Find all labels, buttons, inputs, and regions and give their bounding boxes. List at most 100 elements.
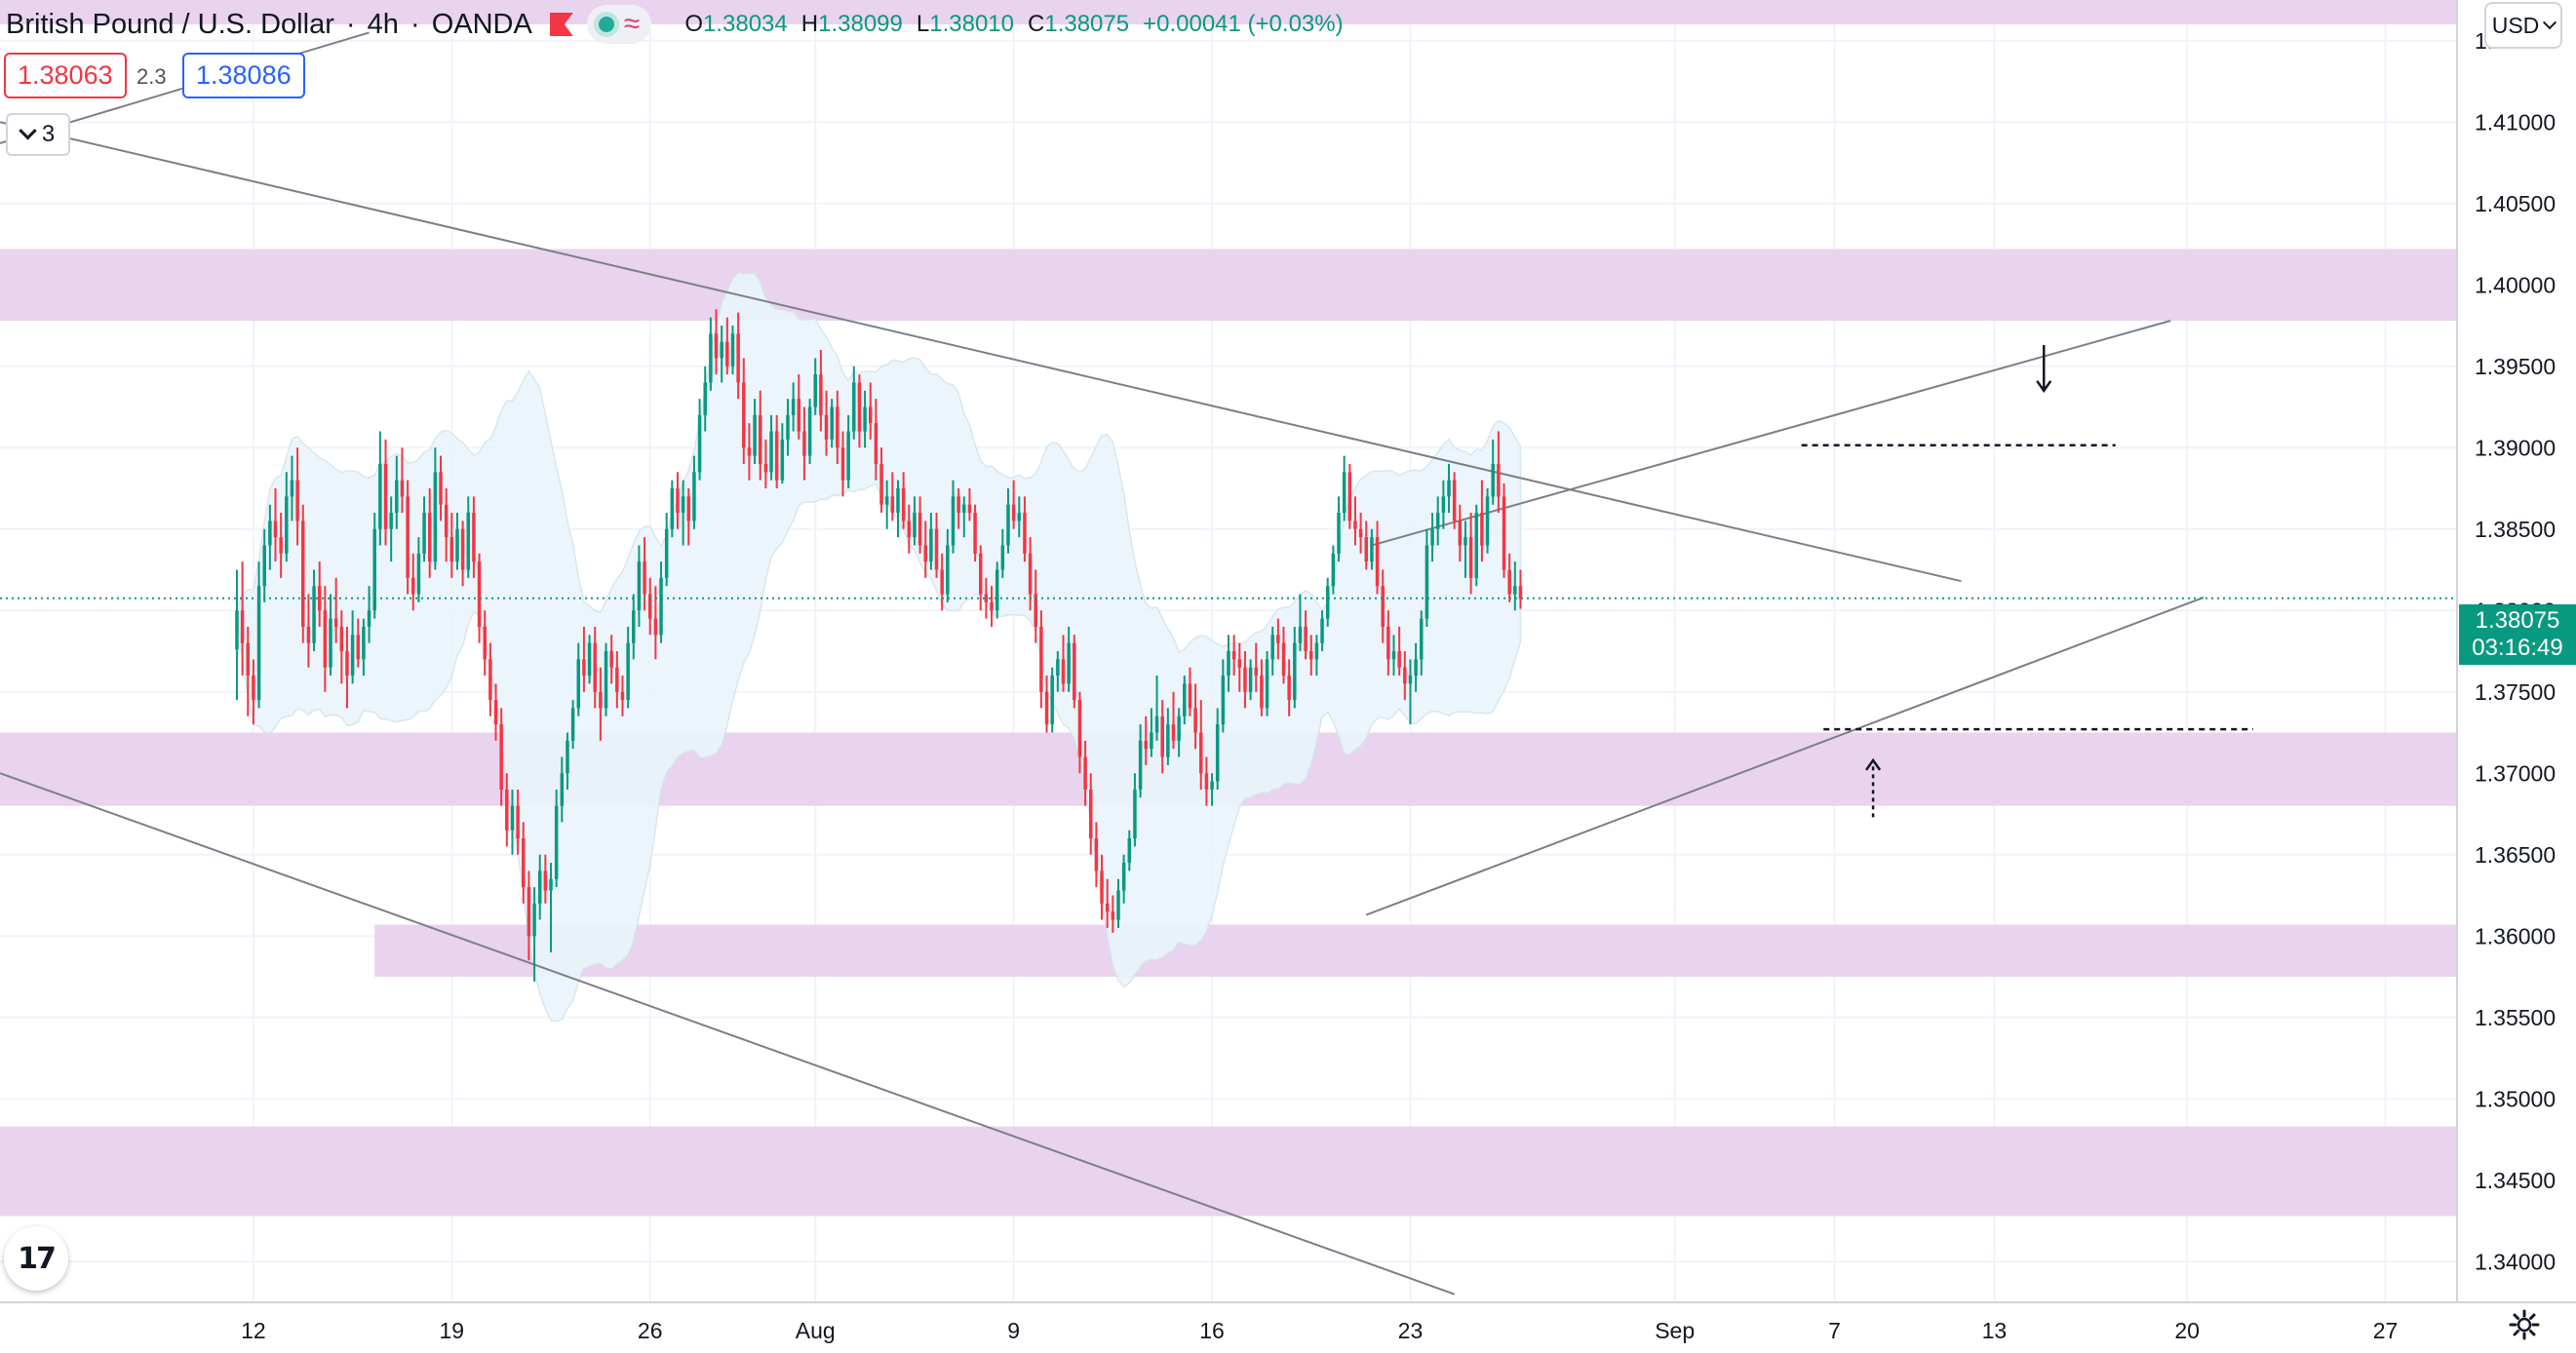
high-value: 1.38099: [818, 11, 903, 37]
candle-body: [1067, 642, 1071, 684]
candle-body: [769, 431, 773, 473]
ohlc-values: O1.38034 H1.38099 L1.38010 C1.38075 +0.0…: [684, 11, 1343, 38]
candle-body: [1204, 773, 1209, 790]
price-tick-label: 1.35000: [2475, 1086, 2556, 1111]
candle-body: [1188, 683, 1192, 709]
candle-body: [1083, 756, 1087, 790]
candle-body: [962, 504, 966, 514]
candle-body: [422, 513, 426, 554]
candle-body: [758, 414, 762, 464]
buy-price: 1.38086: [182, 53, 305, 98]
candle-body: [879, 463, 883, 505]
candle-body: [1353, 521, 1357, 529]
candle-body: [1144, 740, 1148, 750]
flag-icon[interactable]: [549, 13, 573, 36]
price-tick-label: 1.34000: [2475, 1249, 2556, 1274]
candle-body: [356, 635, 361, 660]
close-label: C: [1028, 11, 1045, 37]
candle-body: [1121, 863, 1126, 891]
status-pill[interactable]: ≈: [586, 5, 652, 44]
price-tick-label: 1.39000: [2475, 435, 2556, 460]
candle-body: [664, 528, 669, 578]
candle-body: [1281, 642, 1286, 676]
settings-gear-icon[interactable]: [2508, 1308, 2541, 1341]
candle-body: [549, 878, 553, 891]
symbol-title[interactable]: British Pound / U.S. Dollar · 4h · OANDA: [6, 8, 532, 40]
candle-body: [1183, 683, 1187, 716]
price-tick-label: 1.39500: [2475, 354, 2556, 379]
candle-body: [499, 724, 503, 790]
candle-body: [1000, 545, 1005, 570]
candle-body: [312, 586, 316, 643]
candle-body: [1088, 789, 1093, 839]
candle-body: [940, 569, 944, 595]
candle-body: [626, 642, 630, 701]
candle-body: [730, 333, 735, 367]
annotations: [0, 345, 2457, 818]
price-tick-label: 1.37500: [2475, 679, 2556, 705]
indicators-toggle-button[interactable]: 3: [6, 113, 70, 156]
candle-body: [1265, 659, 1269, 709]
time-tick-label: 16: [1199, 1318, 1225, 1343]
candle-body: [951, 496, 956, 546]
candle-body: [1397, 651, 1401, 668]
candle-body: [1270, 635, 1274, 660]
candle-body: [901, 488, 906, 522]
candle-body: [1133, 789, 1137, 839]
candle-body: [1254, 667, 1259, 676]
candle-body: [576, 659, 581, 709]
candle-body: [653, 618, 658, 636]
candle-body: [913, 513, 917, 538]
candle-body: [1116, 890, 1120, 920]
price-tick-label: 1.40500: [2475, 191, 2556, 216]
time-tick-label: Sep: [1655, 1318, 1695, 1343]
candle-body: [1458, 521, 1463, 546]
candle-body: [1237, 659, 1242, 668]
candle-body: [1447, 480, 1451, 497]
candle-body: [1342, 472, 1347, 514]
candle-body: [235, 610, 239, 650]
buy-button[interactable]: 1.38086: [182, 53, 305, 98]
candle-body: [560, 773, 565, 806]
candle-body: [290, 480, 294, 497]
time-tick-label: 19: [440, 1318, 465, 1343]
candle-body: [884, 496, 889, 505]
candle-body: [753, 414, 757, 456]
candle-body: [1441, 496, 1446, 514]
candle-body: [1248, 667, 1253, 692]
candle-body: [395, 480, 399, 514]
candle-body: [802, 431, 806, 456]
candle-body: [1420, 618, 1424, 660]
candle-body: [791, 399, 796, 415]
candle-body: [714, 333, 719, 359]
candle-body: [1497, 463, 1501, 497]
candle-body: [339, 626, 344, 651]
candle-body: [483, 626, 487, 660]
sell-button[interactable]: 1.38063: [4, 53, 127, 98]
candle-body: [240, 610, 245, 643]
candle-body: [1138, 740, 1143, 790]
candle-body: [824, 414, 829, 440]
candle-body: [1105, 903, 1110, 912]
candle-body: [439, 472, 443, 505]
interval-label: 4h: [367, 8, 399, 40]
candle-body: [350, 635, 355, 676]
candle-body: [268, 521, 272, 546]
currency-select[interactable]: USD: [2484, 2, 2562, 49]
candle-body: [466, 513, 471, 570]
candle-body: [372, 528, 376, 611]
time-tick-label: 27: [2373, 1318, 2399, 1343]
price-tick-label: 1.35500: [2475, 1005, 2556, 1030]
candle-body: [505, 789, 509, 831]
candle-body: [1403, 667, 1407, 684]
time-tick-label: 20: [2174, 1318, 2200, 1343]
candle-body: [1111, 911, 1115, 920]
candle-body: [1039, 626, 1043, 692]
candle-body: [692, 472, 696, 522]
candle-body: [934, 528, 939, 570]
tradingview-logo-icon[interactable]: 17: [4, 1226, 68, 1291]
arrow-head: [2036, 380, 2052, 393]
candle-body: [1160, 715, 1164, 757]
candle-body: [1474, 513, 1479, 578]
